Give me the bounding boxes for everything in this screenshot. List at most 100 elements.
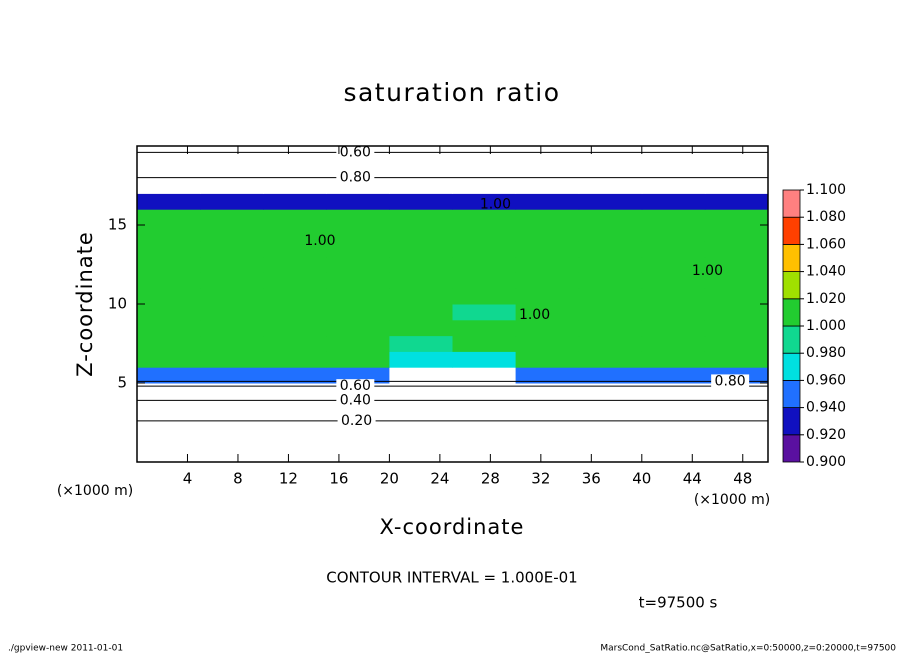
- contour-label: 0.20: [341, 413, 372, 429]
- field-cell: [515, 351, 580, 368]
- colorbar-label: 1.040: [806, 264, 846, 280]
- field-cell: [326, 446, 390, 463]
- field-cell: [452, 367, 517, 384]
- field-cell: [704, 225, 769, 242]
- field-cell: [704, 146, 769, 163]
- field-cell: [641, 351, 706, 368]
- field-cell: [200, 288, 264, 305]
- field-cell: [452, 304, 517, 321]
- field-cell: [326, 256, 390, 273]
- field-cell: [263, 430, 327, 447]
- field-cell: [578, 225, 643, 242]
- field-cell: [578, 240, 643, 258]
- field-cell: [452, 383, 517, 400]
- field-cell: [137, 446, 201, 463]
- field-cell: [137, 256, 201, 273]
- field-cell: [326, 193, 390, 210]
- field-cell: [515, 256, 580, 273]
- field-cell: [200, 335, 264, 352]
- field-cell: [578, 161, 643, 179]
- field-cell: [389, 367, 453, 384]
- contour-label: 1.00: [480, 196, 511, 212]
- colorbar-box: [782, 298, 801, 327]
- field-cell: [578, 304, 643, 321]
- field-cell: [200, 367, 264, 384]
- field-cell: [263, 414, 327, 431]
- field-cell: [515, 161, 580, 179]
- field-cell: [641, 193, 706, 210]
- field-cell: [515, 209, 580, 226]
- contour-interval: CONTOUR INTERVAL = 1.000E-01: [326, 569, 577, 587]
- field-cell: [200, 161, 264, 179]
- field-cell: [326, 430, 390, 447]
- field-cell: [704, 351, 769, 368]
- field-cell: [452, 335, 517, 352]
- field-cell: [137, 367, 201, 384]
- contour-label: 0.40: [340, 392, 371, 408]
- field-cell: [578, 367, 643, 384]
- field-cell: [389, 161, 453, 179]
- field-cell: [452, 272, 517, 289]
- field-cell: [389, 256, 453, 273]
- field-cell: [263, 351, 327, 368]
- field-cell: [137, 383, 201, 400]
- field-cell: [389, 272, 453, 289]
- field-cell: [389, 193, 453, 210]
- colorbar-box: [782, 379, 801, 408]
- field-cell: [452, 225, 517, 242]
- field-cell: [515, 398, 580, 416]
- y-tick-label: 10: [108, 295, 127, 313]
- field-cell: [389, 304, 453, 321]
- field-cell: [452, 146, 517, 163]
- colorbar-label: 1.000: [806, 318, 846, 334]
- field-cell: [515, 446, 580, 463]
- field-cell: [137, 193, 201, 210]
- field-cell: [641, 240, 706, 258]
- field-cell: [200, 414, 264, 431]
- field-cell: [578, 256, 643, 273]
- field-cell: [263, 209, 327, 226]
- field-cell: [389, 319, 453, 337]
- field-cell: [326, 209, 390, 226]
- field-cell: [641, 304, 706, 321]
- field-cell: [452, 193, 517, 210]
- field-cell: [452, 256, 517, 273]
- colorbar-box: [782, 352, 801, 381]
- annotation-bg: [336, 379, 375, 394]
- field-cell: [641, 319, 706, 337]
- field-cell: [704, 193, 769, 210]
- field-cell: [578, 351, 643, 368]
- field-cell: [137, 177, 201, 194]
- field-cell: [326, 304, 390, 321]
- field-cell: [326, 272, 390, 289]
- field-cell: [515, 193, 580, 210]
- colorbar-box: [782, 271, 801, 300]
- colorbar-box: [782, 189, 801, 218]
- annotation-bg: [336, 145, 375, 160]
- field-cell: [515, 319, 580, 337]
- field-cell: [515, 288, 580, 305]
- field-cell: [641, 209, 706, 226]
- field-cell: [641, 288, 706, 305]
- field-cell: [641, 398, 706, 416]
- field-cell: [389, 398, 453, 416]
- field-cell: [641, 225, 706, 242]
- field-cell: [137, 304, 201, 321]
- field-cell: [578, 209, 643, 226]
- field-cell: [515, 414, 580, 431]
- field-cell: [515, 177, 580, 194]
- field-cell: [263, 146, 327, 163]
- field-cell: [263, 161, 327, 179]
- field-cell: [704, 209, 769, 226]
- colorbar-box: [782, 407, 801, 436]
- field-cell: [263, 319, 327, 337]
- field-cell: [578, 430, 643, 447]
- field-cell: [452, 319, 517, 337]
- field-cell: [200, 209, 264, 226]
- field-cell: [137, 161, 201, 179]
- field-cell: [200, 430, 264, 447]
- field-cell: [578, 272, 643, 289]
- field-cell: [389, 446, 453, 463]
- field-cell: [515, 367, 580, 384]
- field-cell: [641, 383, 706, 400]
